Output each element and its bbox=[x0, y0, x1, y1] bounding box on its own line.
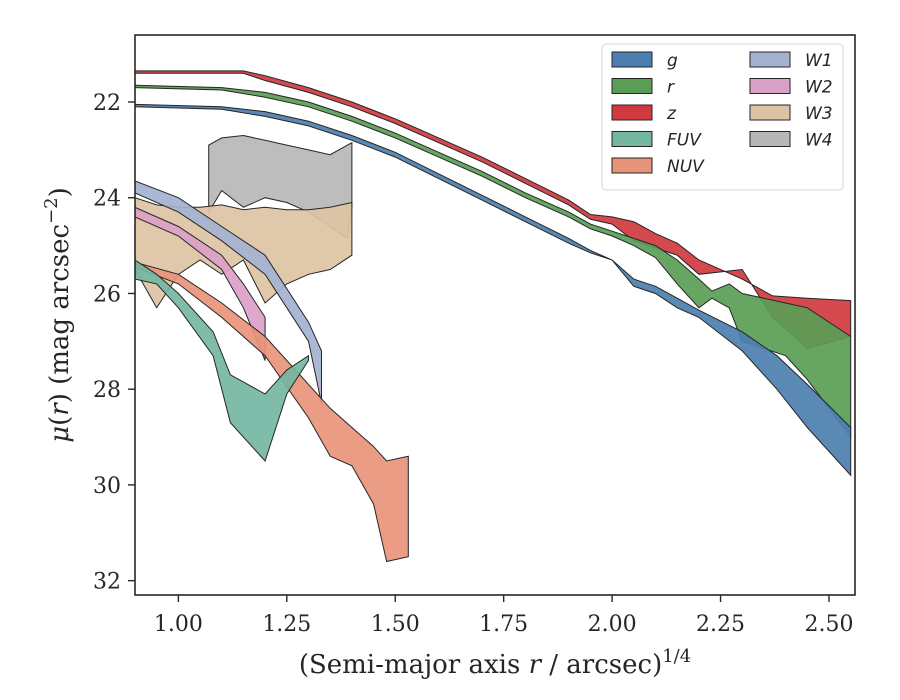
legend-swatch-w4 bbox=[749, 131, 791, 147]
y-tick-label: 24 bbox=[93, 187, 121, 212]
band-nuv bbox=[135, 261, 409, 563]
y-tick-label: 32 bbox=[93, 570, 121, 595]
band-fuv bbox=[135, 259, 309, 462]
legend-label-w4: W4 bbox=[805, 131, 833, 151]
x-tick-label: 1.00 bbox=[154, 612, 203, 637]
legend-swatch-r bbox=[611, 78, 653, 94]
legend-label-fuv: FUV bbox=[667, 131, 702, 151]
x-tick-label: 1.75 bbox=[479, 612, 528, 637]
legend-swatch-fuv bbox=[611, 131, 653, 147]
x-tick-label: 2.50 bbox=[804, 612, 853, 637]
legend-label-w2: W2 bbox=[805, 78, 833, 98]
band-g bbox=[135, 103, 852, 477]
legend-swatch-w3 bbox=[749, 104, 791, 121]
x-tick-label: 1.25 bbox=[262, 612, 311, 637]
x-axis: 1.00 1.25 1.50 1.75 2.00 2.25 2.50 bbox=[154, 595, 853, 637]
legend: grz FUV NUV W1 W2 W3 W4 bbox=[601, 43, 844, 191]
legend-label-r: r bbox=[667, 78, 675, 98]
plot-frame bbox=[134, 34, 856, 596]
legend-label-g: g bbox=[667, 51, 678, 71]
x-tick-label: 2.00 bbox=[588, 612, 637, 637]
y-axis-title: μ(r) (mag arcsec−2) bbox=[41, 187, 75, 443]
y-axis: 22 24 26 28 30 32 bbox=[93, 91, 135, 595]
y-tick-label: 28 bbox=[93, 378, 121, 403]
y-tick-label: 22 bbox=[93, 91, 121, 116]
legend-swatch-w2 bbox=[749, 78, 791, 94]
legend-swatch-w1 bbox=[749, 51, 791, 68]
legend-swatch-z bbox=[611, 104, 653, 121]
legend-swatch-g bbox=[611, 51, 653, 68]
legend-swatch-nuv bbox=[611, 157, 653, 174]
legend-label-z: z bbox=[666, 104, 677, 124]
x-axis-title: (Semi-major axis r / arcsec)1/4 bbox=[299, 646, 691, 680]
legend-label-w1: W1 bbox=[805, 51, 833, 71]
legend-label-w3: W3 bbox=[805, 104, 833, 124]
y-tick-label: 26 bbox=[93, 282, 121, 307]
y-tick-label: 30 bbox=[93, 474, 121, 499]
band-w2 bbox=[135, 206, 266, 361]
profile-bands bbox=[135, 70, 852, 563]
legend-label-nuv: NUV bbox=[667, 157, 705, 177]
x-tick-label: 2.25 bbox=[696, 612, 745, 637]
x-tick-label: 1.50 bbox=[371, 612, 420, 637]
